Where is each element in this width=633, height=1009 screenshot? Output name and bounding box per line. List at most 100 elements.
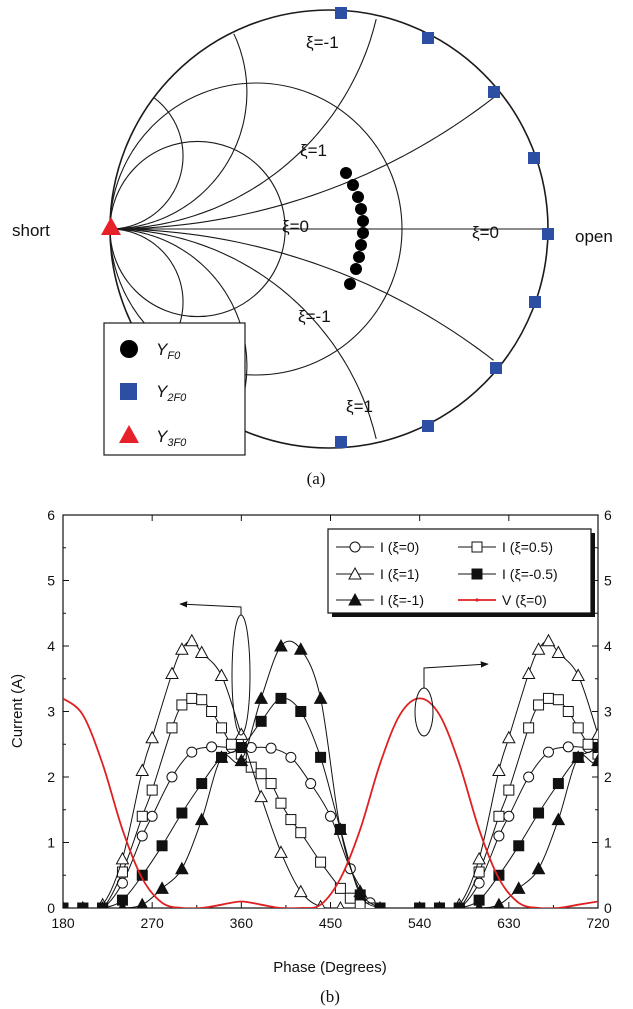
smith-susceptance-arc-1-lower	[110, 228, 377, 439]
point-im05-12	[295, 706, 307, 717]
x-tick-label-4: 540	[408, 915, 432, 931]
xi-label-mid-top: ξ=1	[300, 141, 327, 160]
point-i1-5	[145, 730, 160, 744]
point-i05-6	[166, 722, 178, 734]
point-i05-16	[623, 779, 633, 789]
point-i05-5	[146, 784, 158, 796]
y-tick-label-0: 0	[47, 900, 55, 916]
point-i05-7	[176, 699, 188, 711]
point-i0-11	[623, 743, 633, 753]
point-im1-9	[234, 753, 249, 767]
point-im1-5	[155, 881, 169, 894]
legend-marker-v0	[475, 598, 479, 602]
point-im1-8	[571, 750, 586, 763]
point-im1-1	[78, 900, 87, 908]
legend-label-v0: V (ξ=0)	[502, 592, 547, 608]
point-i1-12	[254, 789, 268, 803]
point-i05-10	[562, 706, 574, 717]
point-i05-20	[315, 856, 327, 868]
smith-susceptance-arc-1-upper	[110, 19, 377, 230]
caption-a: (a)	[307, 469, 326, 488]
y2f0-point-1	[422, 32, 434, 44]
point-i1-8	[541, 633, 556, 647]
x-tick-label-3: 450	[319, 915, 343, 931]
point-i1-3	[115, 851, 130, 865]
point-im1-3	[475, 900, 483, 908]
xi-label-outer-top: ξ=-1	[306, 33, 339, 52]
point-i0-12	[285, 751, 297, 763]
point-im1-2	[455, 900, 464, 908]
point-i0-5	[503, 810, 515, 822]
point-i0-10	[603, 743, 613, 753]
point-im05-7	[552, 778, 564, 790]
chart-legend: I (ξ=0) I (ξ=0.5) I (ξ=1) I (ξ=-0.5) I (ξ=-1…	[327, 528, 595, 617]
smith-susceptance-arc-2-upper	[110, 33, 248, 230]
point-i1-10	[571, 668, 586, 681]
point-i1-3	[472, 851, 486, 865]
point-i1-4	[135, 763, 150, 776]
point-i05-7	[533, 699, 545, 711]
point-im05-10	[613, 716, 623, 726]
series-i05	[63, 692, 376, 908]
point-i1-6	[165, 666, 179, 680]
y-axis-label: Current (A)	[9, 674, 26, 748]
point-i1-11	[234, 727, 249, 740]
series-line-i1	[63, 640, 341, 908]
series-im1-repeat	[415, 750, 598, 908]
y2-tick-label-0: 0	[604, 900, 612, 916]
point-i05-22	[344, 892, 356, 904]
point-i05-12	[225, 738, 237, 750]
x-tick-label-2: 360	[230, 915, 254, 931]
y2-tick-label-6: 6	[604, 507, 612, 523]
point-im1-0	[415, 900, 424, 908]
point-i0-4	[136, 830, 148, 842]
point-i05-18	[285, 814, 297, 826]
annotation-voltage-axis	[414, 661, 489, 737]
xi-label-outer-bottom: ξ=1	[346, 397, 373, 416]
point-i1-6	[521, 666, 536, 680]
x-tick-label-6: 720	[586, 915, 610, 931]
point-i1-12	[612, 791, 624, 802]
point-im05-9	[235, 742, 247, 754]
y2f0-point-0	[335, 7, 347, 19]
y2-tick-label-5: 5	[604, 573, 612, 589]
y-tick-label-6: 6	[47, 507, 55, 523]
y-tick-label-3: 3	[47, 704, 55, 720]
point-im05-0	[63, 902, 69, 908]
smith-susceptance-arc-0-lower	[109, 228, 494, 361]
point-i0-8	[206, 741, 218, 753]
series-line-i0	[63, 746, 371, 908]
series-line-im1	[419, 754, 598, 908]
smith-markers	[101, 7, 554, 448]
yf0-point-6	[355, 239, 367, 251]
xi-label-right: ξ=0	[472, 223, 499, 242]
point-im1-9	[591, 753, 598, 767]
point-i05-11	[216, 722, 228, 734]
legend-label-i0: I (ξ=0)	[380, 539, 419, 555]
legend-label-yf0: YF0	[156, 340, 181, 362]
point-im05-5	[156, 840, 168, 852]
legend-label-im1: I (ξ=-1)	[380, 592, 424, 608]
y-tick-label-4: 4	[47, 638, 55, 654]
x-tick-label-1: 270	[140, 915, 164, 931]
point-i05-8	[542, 692, 554, 704]
point-i05-15	[255, 768, 267, 780]
legend-label-y2f0: Y2F0	[156, 382, 187, 404]
label-open: open	[575, 227, 613, 246]
x-tick-label-0: 180	[51, 915, 75, 931]
smith-legend: YF0 Y2F0 Y3F0	[103, 322, 246, 456]
legend-label-i1: I (ξ=1)	[380, 566, 419, 582]
point-i0-5	[146, 810, 158, 822]
point-im05-13	[315, 751, 327, 763]
point-i0-7	[542, 746, 554, 758]
point-i0-6	[523, 771, 535, 783]
point-i05-19	[295, 827, 307, 839]
point-im1-16	[376, 900, 384, 908]
point-i05-4	[493, 810, 505, 822]
point-im1-10	[254, 691, 268, 704]
point-i1-14	[293, 884, 308, 898]
legend-marker-yf0	[120, 340, 138, 358]
yf0-point-8	[350, 263, 362, 275]
